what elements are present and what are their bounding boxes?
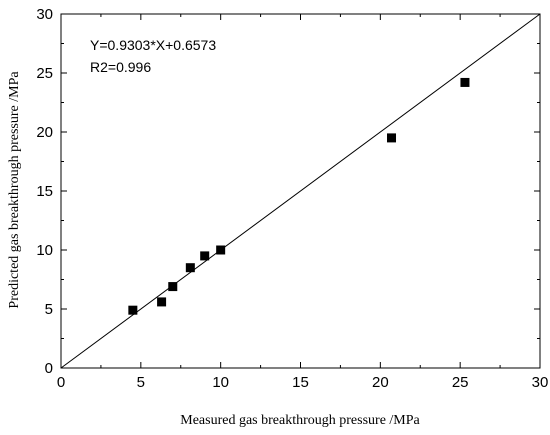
x-tick-label: 15 bbox=[292, 374, 309, 391]
x-axis-label: Measured gas breakthrough pressure /MPa bbox=[180, 413, 420, 428]
data-point bbox=[387, 133, 397, 143]
data-point bbox=[157, 297, 167, 307]
x-tick-label: 5 bbox=[137, 374, 145, 391]
data-point bbox=[168, 282, 178, 292]
x-tick-label: 20 bbox=[372, 374, 389, 391]
regression-equation: Y=0.9303*X+0.6573 bbox=[90, 37, 216, 53]
y-axis-label: Predicted gas breakthrough pressure /MPa bbox=[7, 71, 22, 309]
y-tick-label: 30 bbox=[36, 6, 53, 23]
y-tick-label: 25 bbox=[36, 65, 53, 82]
data-point bbox=[216, 245, 226, 255]
y-axis-ticks: 0 5 10 15 20 25 30 bbox=[36, 6, 540, 377]
x-tick-label: 30 bbox=[532, 374, 549, 391]
data-point bbox=[200, 251, 210, 261]
data-point bbox=[185, 263, 195, 273]
x-tick-label: 0 bbox=[57, 374, 65, 391]
y-tick-label: 0 bbox=[45, 360, 53, 377]
y-tick-label: 10 bbox=[36, 242, 53, 259]
y-tick-label: 20 bbox=[36, 124, 53, 141]
y-tick-label: 5 bbox=[45, 301, 53, 318]
data-point bbox=[460, 77, 470, 87]
x-axis-ticks: 0 5 10 15 20 25 30 bbox=[57, 14, 549, 391]
data-point bbox=[128, 305, 138, 315]
reference-line bbox=[60, 13, 541, 369]
x-tick-label: 10 bbox=[212, 374, 229, 391]
r-squared-label: R2=0.996 bbox=[90, 59, 151, 75]
y-tick-label: 15 bbox=[36, 183, 53, 200]
data-points bbox=[128, 77, 470, 315]
plot-area: 0 5 10 15 20 25 30 0 5 10 15 20 25 30 bbox=[36, 6, 548, 391]
x-tick-label: 25 bbox=[452, 374, 469, 391]
